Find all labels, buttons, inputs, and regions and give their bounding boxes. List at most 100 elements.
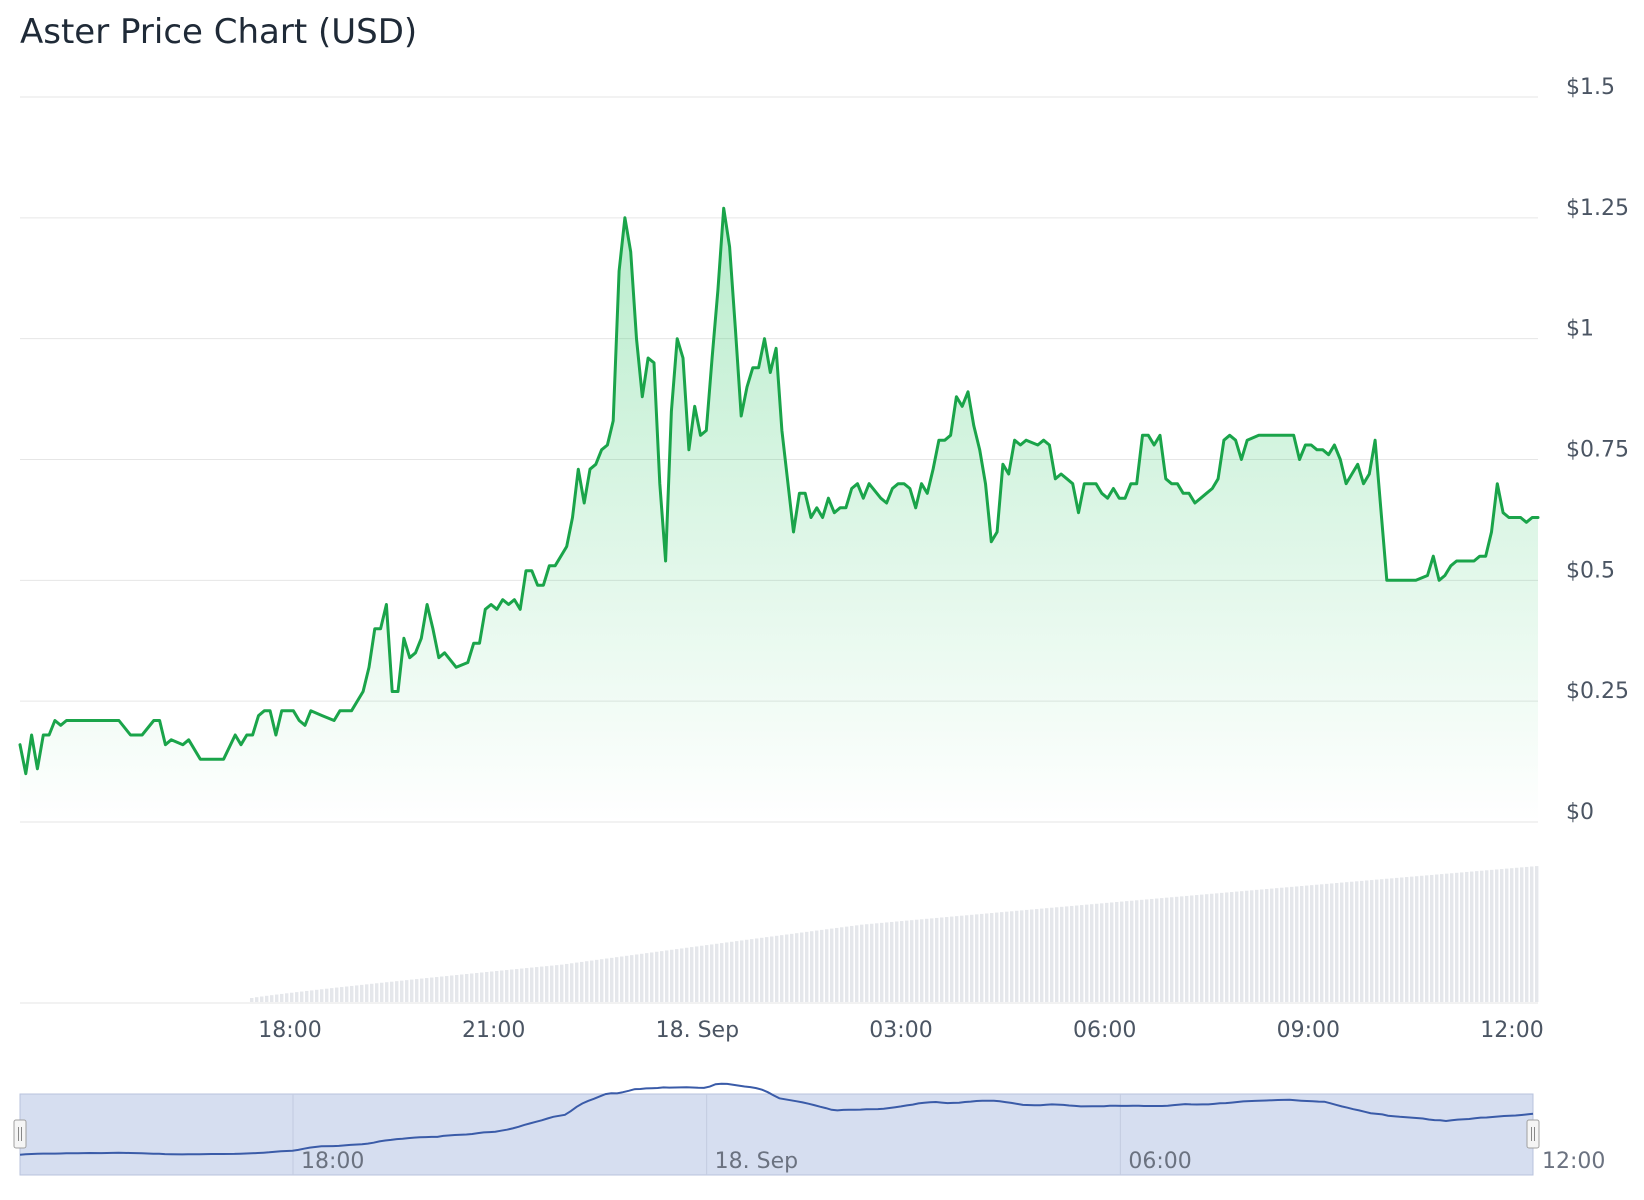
range-navigator[interactable]: 18:00 18. Sep 06:00 12:00 (13, 1082, 1605, 1176)
volume-bar (710, 944, 714, 1002)
volume-bar (435, 977, 439, 1002)
volume-bar (1240, 891, 1244, 1002)
volume-bar (385, 982, 389, 1002)
y-tick-label: $1.25 (1566, 196, 1629, 221)
volume-bar (625, 955, 629, 1002)
volume-bar (895, 921, 899, 1002)
volume-bar (805, 931, 809, 1002)
volume-bar (1515, 867, 1519, 1002)
volume-bar (540, 966, 544, 1002)
price-area-fill (20, 208, 1538, 822)
volume-bar (490, 971, 494, 1002)
volume-bar (525, 968, 529, 1002)
navigator-handle-left[interactable] (13, 1119, 27, 1149)
volume-bar (940, 917, 944, 1002)
volume-bar (260, 996, 264, 1002)
volume-bar (715, 943, 719, 1002)
volume-bar (575, 962, 579, 1002)
volume-bar (485, 972, 489, 1002)
volume-bar (1260, 889, 1264, 1002)
volume-bar (1355, 881, 1359, 1002)
navigator-selection[interactable] (19, 1093, 1534, 1176)
volume-bar (285, 993, 289, 1002)
x-tick-label: 06:00 (1073, 1018, 1136, 1043)
volume-bar (915, 919, 919, 1002)
volume-bar (355, 985, 359, 1002)
volume-bar (395, 981, 399, 1002)
y-tick-label: $0 (1566, 800, 1594, 825)
volume-bar (455, 975, 459, 1002)
volume-bar (275, 994, 279, 1002)
volume-bar (1340, 882, 1344, 1002)
volume-bar (1470, 871, 1474, 1002)
volume-bar (975, 914, 979, 1002)
volume-bar (990, 913, 994, 1002)
volume-bar (565, 963, 569, 1002)
volume-bar (1060, 906, 1064, 1002)
volume-bar (1480, 870, 1484, 1002)
volume-bar (1055, 907, 1059, 1002)
volume-bar (600, 959, 604, 1002)
volume-bar (250, 998, 254, 1002)
y-axis: $0 $0.25 $0.5 $0.75 $1 $1.25 $1.5 (1566, 75, 1629, 825)
volume-bar (1170, 897, 1174, 1002)
volume-bar (1235, 891, 1239, 1002)
volume-bar (845, 926, 849, 1002)
volume-bar (1385, 878, 1389, 1002)
navigator-handle-right[interactable] (1526, 1119, 1540, 1149)
price-line (18, 206, 1540, 776)
volume-bar (500, 970, 504, 1002)
navigator-line (19, 1082, 1534, 1156)
volume-bar (1495, 869, 1499, 1002)
volume-bar (880, 922, 884, 1002)
volume-bar (530, 967, 534, 1002)
volume-bar (1445, 873, 1449, 1002)
volume-bar (665, 950, 669, 1002)
volume-bar (475, 973, 479, 1002)
volume-bar (315, 989, 319, 1002)
volume-bar (320, 989, 324, 1002)
volume-bar (1195, 895, 1199, 1002)
volume-bar (765, 937, 769, 1002)
navigator-tick-label: 06:00 (1128, 1149, 1191, 1174)
x-axis: 18:00 21:00 18. Sep 03:00 06:00 09:00 12:00 (258, 1018, 1543, 1043)
volume-bar (1280, 887, 1284, 1002)
volume-bar (1315, 884, 1319, 1002)
volume-bar (430, 977, 434, 1002)
y-tick-label: $1 (1566, 317, 1594, 342)
volume-bar (255, 997, 259, 1002)
volume-bar (775, 935, 779, 1002)
volume-bar (860, 924, 864, 1002)
volume-bar (870, 923, 874, 1002)
x-tick-label: 09:00 (1277, 1018, 1340, 1043)
volume-bar (1510, 868, 1514, 1002)
volume-bar (1305, 885, 1309, 1002)
volume-bar (1530, 866, 1534, 1002)
volume-bar (1020, 910, 1024, 1002)
volume-bar (480, 972, 484, 1002)
x-tick-label: 12:00 (1480, 1018, 1543, 1043)
volume-bar (1065, 906, 1069, 1002)
volume-bar (645, 953, 649, 1002)
y-tick-label: $0.5 (1566, 558, 1615, 583)
volume-bar (1270, 888, 1274, 1002)
volume-bar (1185, 895, 1189, 1002)
volume-bar (910, 920, 914, 1002)
volume-bar (1420, 875, 1424, 1002)
volume-bar (885, 922, 889, 1002)
volume-bar (1225, 892, 1229, 1002)
volume-bar (535, 967, 539, 1002)
volume-bar (1395, 877, 1399, 1002)
volume-bar (840, 927, 844, 1002)
volume-bar (305, 990, 309, 1002)
volume-bar (1150, 898, 1154, 1002)
volume-bar (440, 976, 444, 1002)
x-tick-label: 21:00 (462, 1018, 525, 1043)
x-tick-label: 03:00 (869, 1018, 932, 1043)
volume-bar (875, 923, 879, 1002)
volume-bar (855, 925, 859, 1002)
volume-bar (650, 952, 654, 1002)
volume-bar (660, 951, 664, 1002)
volume-bar (920, 919, 924, 1002)
volume-bar (955, 916, 959, 1002)
